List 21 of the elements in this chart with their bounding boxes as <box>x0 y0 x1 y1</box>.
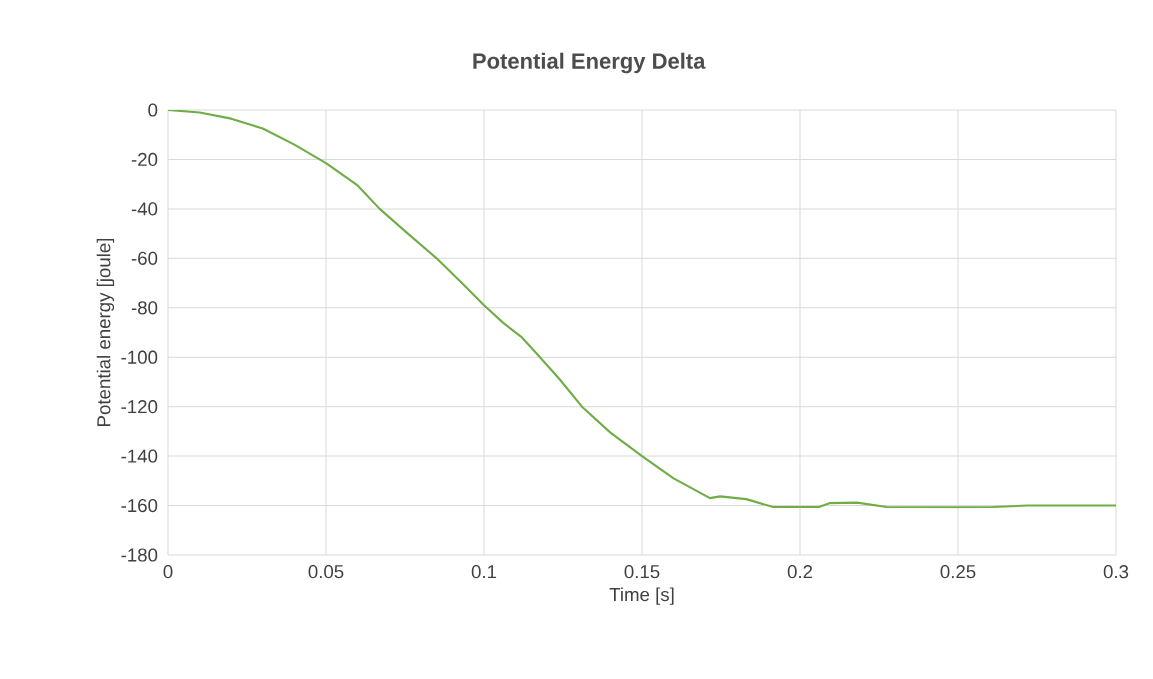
x-axis-title: Time [s] <box>609 587 674 605</box>
line-series <box>168 110 1117 509</box>
x-tick-label: 0.05 <box>308 565 344 579</box>
y-axis-title: Potential energy [joule] <box>96 238 115 426</box>
y-tick-label: 0 <box>148 103 158 117</box>
x-tick-label: 0.3 <box>1103 565 1129 579</box>
y-tick-label: -180 <box>121 548 158 562</box>
chart-title: Potential Energy Delta <box>473 52 706 74</box>
x-tick-label: 0.1 <box>471 565 497 579</box>
y-tick-label: -40 <box>131 202 158 216</box>
x-tick-label: 0.15 <box>624 565 660 579</box>
x-tick-label: 0 <box>163 565 173 579</box>
y-tick-label: -120 <box>121 400 158 414</box>
y-tick-label: -100 <box>121 350 158 364</box>
y-tick-label: -160 <box>121 498 158 513</box>
y-tick-label: -20 <box>131 152 158 167</box>
y-tick-label: -60 <box>131 251 158 265</box>
x-tick-label: 0.2 <box>787 565 813 579</box>
y-tick-label: -80 <box>131 301 158 315</box>
y-tick-label: -140 <box>121 449 158 463</box>
x-tick-label: 0.25 <box>940 565 976 579</box>
